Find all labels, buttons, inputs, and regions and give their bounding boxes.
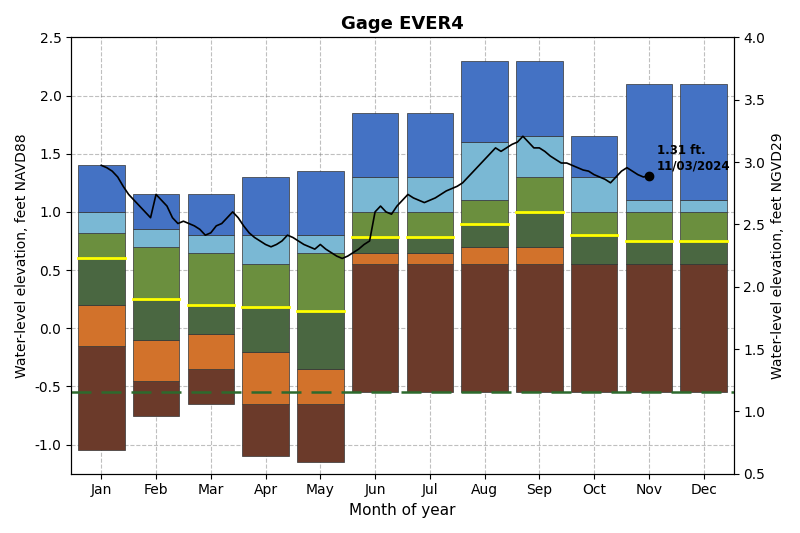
Bar — [406, 264, 453, 392]
Bar — [352, 113, 398, 177]
Bar — [133, 195, 179, 229]
Bar — [242, 177, 289, 235]
Bar — [242, 404, 289, 456]
Bar — [516, 264, 562, 392]
Bar — [133, 299, 179, 340]
Bar — [352, 253, 398, 264]
Bar — [406, 177, 453, 212]
Bar — [187, 369, 234, 404]
Bar — [78, 346, 125, 450]
Bar — [352, 212, 398, 238]
Bar — [516, 136, 562, 177]
Bar — [187, 334, 234, 369]
Bar — [571, 212, 618, 235]
Bar — [352, 177, 398, 212]
Bar — [133, 340, 179, 381]
Bar — [352, 264, 398, 392]
Text: 1.31 ft.
11/03/2024: 1.31 ft. 11/03/2024 — [657, 144, 730, 172]
Bar — [680, 84, 727, 200]
Bar — [462, 247, 508, 264]
Bar — [406, 113, 453, 177]
Bar — [462, 200, 508, 223]
Bar — [297, 235, 343, 253]
Y-axis label: Water-level elevation, feet NAVD88: Water-level elevation, feet NAVD88 — [15, 133, 29, 378]
Bar — [516, 212, 562, 247]
Bar — [78, 233, 125, 259]
Bar — [462, 61, 508, 142]
Bar — [626, 212, 672, 241]
Bar — [297, 311, 343, 369]
Bar — [626, 241, 672, 264]
Bar — [571, 136, 618, 177]
Bar — [297, 404, 343, 462]
Bar — [133, 229, 179, 247]
Bar — [571, 235, 618, 264]
Bar — [187, 253, 234, 305]
Bar — [297, 253, 343, 311]
Bar — [187, 305, 234, 334]
Bar — [462, 142, 508, 200]
Bar — [242, 235, 289, 264]
Bar — [516, 177, 562, 212]
Bar — [680, 264, 727, 392]
Bar — [680, 200, 727, 212]
Bar — [133, 247, 179, 299]
Bar — [187, 195, 234, 235]
Bar — [406, 212, 453, 238]
Bar — [626, 200, 672, 212]
Bar — [187, 235, 234, 253]
Bar — [571, 177, 618, 212]
Y-axis label: Water-level elevation, feet NGVD29: Water-level elevation, feet NGVD29 — [771, 132, 785, 379]
Bar — [680, 241, 727, 264]
X-axis label: Month of year: Month of year — [349, 503, 456, 518]
Bar — [516, 61, 562, 136]
Bar — [462, 223, 508, 247]
Bar — [626, 84, 672, 200]
Bar — [297, 369, 343, 404]
Bar — [242, 264, 289, 308]
Bar — [406, 238, 453, 253]
Bar — [133, 381, 179, 416]
Bar — [516, 247, 562, 264]
Bar — [406, 253, 453, 264]
Bar — [242, 308, 289, 352]
Bar — [78, 165, 125, 212]
Bar — [78, 259, 125, 305]
Bar — [297, 171, 343, 235]
Bar — [626, 264, 672, 392]
Title: Gage EVER4: Gage EVER4 — [341, 15, 464, 33]
Bar — [78, 305, 125, 346]
Bar — [242, 352, 289, 404]
Bar — [680, 212, 727, 241]
Bar — [462, 264, 508, 392]
Bar — [352, 238, 398, 253]
Bar — [571, 264, 618, 392]
Bar — [78, 212, 125, 233]
